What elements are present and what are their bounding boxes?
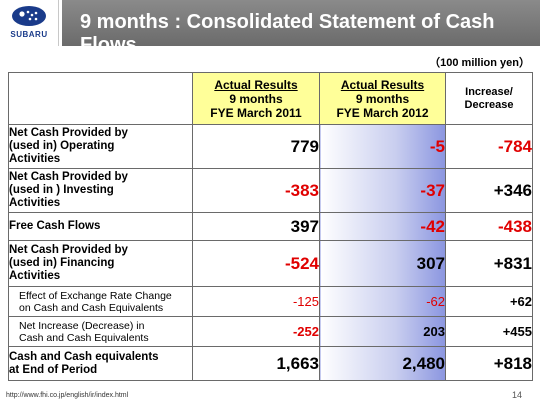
value-fy2012: -37: [319, 168, 446, 213]
page-title: 9 months : Consolidated Statement of Cas…: [80, 11, 495, 56]
row-label: Net Cash Provided by (used in ) Investin…: [8, 168, 193, 213]
column-header-period: 9 months: [355, 91, 410, 106]
row-label-line: at End of Period: [9, 363, 98, 376]
value-fy2012: -42: [319, 212, 446, 241]
column-header-title: Actual Results: [214, 77, 298, 92]
column-header-year: FYE March 2011: [210, 105, 302, 120]
value-fy2011: -524: [192, 240, 320, 287]
row-label-line: Activities: [9, 153, 61, 165]
slide-header: SUBARU 9 months : Consolidated Statement…: [0, 0, 540, 56]
row-label-line: Cash and Cash equivalents: [9, 350, 159, 363]
table-row: Net Cash Provided by (used in) Operating…: [8, 124, 533, 169]
value-fy2011: -252: [192, 316, 320, 347]
unit-label: （100 million yen）: [429, 57, 530, 69]
value-fy2012: 307: [319, 240, 446, 287]
table-row: Net Increase (Decrease) in Cash and Cash…: [8, 316, 533, 347]
value-change: +346: [445, 168, 533, 213]
subaru-logo: SUBARU: [0, 0, 59, 46]
row-label-line: (used in ) Investing: [9, 184, 114, 196]
row-label-line: Net Increase (Decrease) in: [19, 319, 145, 332]
value-change: -784: [445, 124, 533, 169]
footer-url[interactable]: http://www.fhi.co.jp/english/ir/index.ht…: [6, 392, 129, 399]
row-label-line: Net Cash Provided by: [9, 171, 128, 183]
column-header-year: FYE March 2012: [336, 105, 429, 120]
row-label-line: (used in) Operating: [9, 140, 115, 152]
column-header-fy2012: Actual Results 9 months FYE March 2012: [319, 72, 446, 125]
value-fy2011: -383: [192, 168, 320, 213]
value-fy2011: 1,663: [192, 346, 320, 381]
row-label-line: on Cash and Cash Equivalents: [19, 301, 164, 314]
table-row: Free Cash Flows 397 -42 -438: [8, 212, 533, 241]
row-label-line: Effect of Exchange Rate Change: [19, 289, 172, 302]
value-change: +62: [445, 286, 533, 317]
value-change: +831: [445, 240, 533, 287]
table-row: Effect of Exchange Rate Change on Cash a…: [8, 286, 533, 317]
cash-flow-table: Actual Results 9 months FYE March 2011 A…: [8, 72, 533, 381]
column-header-change: Increase/ Decrease: [445, 72, 533, 125]
row-label-line: (used in) Financing: [9, 257, 115, 269]
row-label: Net Increase (Decrease) in Cash and Cash…: [8, 316, 193, 347]
column-header-change-line2: Decrease: [464, 98, 514, 111]
row-label: Effect of Exchange Rate Change on Cash a…: [8, 286, 193, 317]
pleiades-stars-icon: [12, 6, 46, 26]
value-change: +455: [445, 316, 533, 347]
row-label: Cash and Cash equivalents at End of Peri…: [8, 346, 193, 381]
value-change: +818: [445, 346, 533, 381]
table-row: Net Cash Provided by (used in) Financing…: [8, 240, 533, 287]
row-label-line: Net Cash Provided by: [9, 244, 128, 256]
table-row: Cash and Cash equivalents at End of Peri…: [8, 346, 533, 381]
logo-wordmark: SUBARU: [10, 30, 48, 39]
row-label-line: Net Cash Provided by: [9, 127, 128, 139]
column-header-title: Actual Results: [340, 77, 425, 92]
value-fy2012: 203: [319, 316, 446, 347]
column-header-period: 9 months: [229, 91, 283, 106]
header-blank-cell: [8, 72, 193, 125]
row-label: Net Cash Provided by (used in) Operating…: [8, 124, 193, 169]
value-fy2011: 779: [192, 124, 320, 169]
row-label-line: Free Cash Flows: [9, 220, 101, 232]
row-label-line: Cash and Cash Equivalents: [19, 331, 149, 344]
row-label: Free Cash Flows: [8, 212, 193, 241]
header-row: Actual Results 9 months FYE March 2011 A…: [8, 72, 533, 125]
table-row: Net Cash Provided by (used in ) Investin…: [8, 168, 533, 213]
row-label-line: Activities: [9, 270, 61, 282]
row-label-line: Activities: [9, 197, 61, 209]
value-change: -438: [445, 212, 533, 241]
title-bar: 9 months : Consolidated Statement of Cas…: [62, 0, 540, 56]
value-fy2012: 2,480: [319, 346, 446, 381]
value-fy2012: -5: [319, 124, 446, 169]
value-fy2011: -125: [192, 286, 320, 317]
value-fy2011: 397: [192, 212, 320, 241]
column-header-change-line1: Increase/: [465, 85, 513, 98]
row-label: Net Cash Provided by (used in) Financing…: [8, 240, 193, 287]
value-fy2012: -62: [319, 286, 446, 317]
column-header-fy2011: Actual Results 9 months FYE March 2011: [192, 72, 320, 125]
page-number: 14: [511, 390, 522, 400]
